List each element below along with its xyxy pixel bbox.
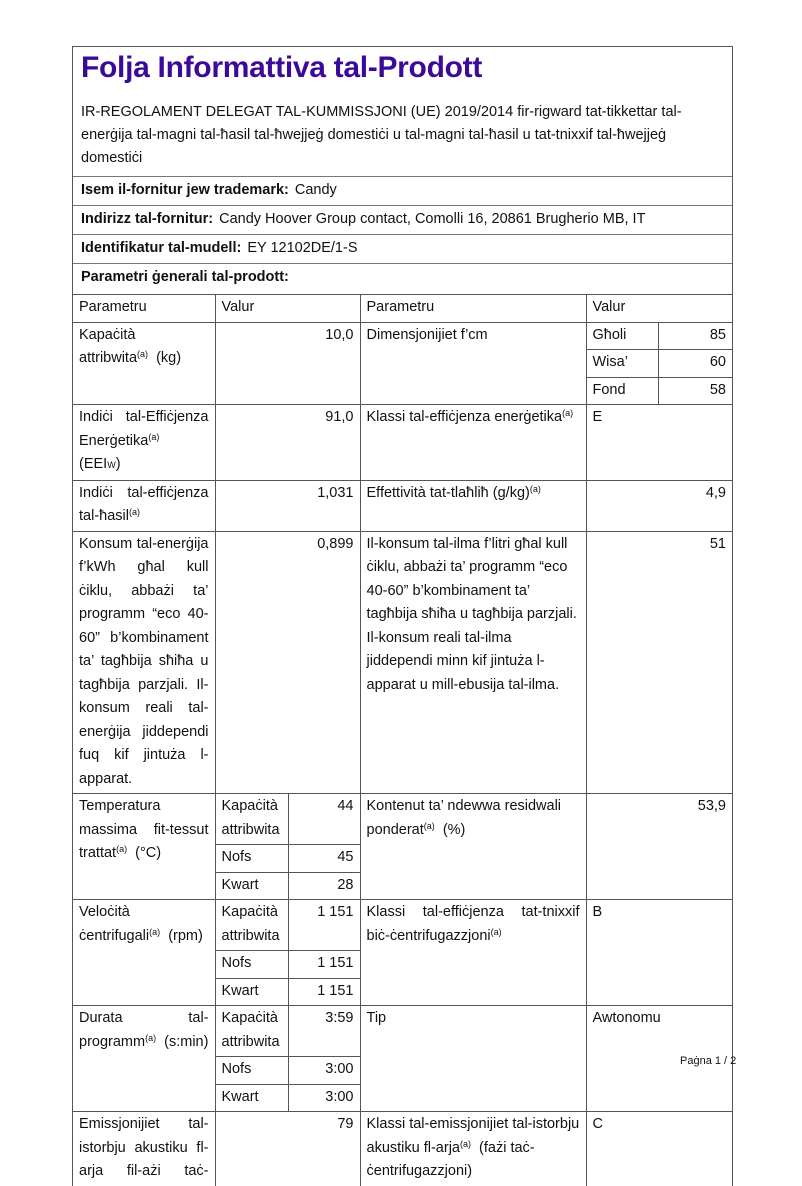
header-param: Parametru (359, 295, 587, 323)
general-heading: Parametri ġenerali tal-prodott: (73, 264, 732, 295)
table-row: Nofs 1 151 (73, 950, 732, 979)
energy-class-label: Klassi tal-effiċjenza enerġetika(a) (359, 404, 587, 481)
water-consumption-value: 51 (585, 530, 732, 794)
supplier-line: Isem il-fornitur jew trademark: Candy (73, 177, 732, 206)
spin-class-value: B (585, 899, 732, 1006)
model-line: Identifikatur tal-mudell: EY 12102DE/1-S (73, 235, 732, 264)
duration-key: Kapaċità attribwita (214, 1005, 289, 1057)
spin-class-label: Klassi tal-effiċjenza tat-tnixxif biċ-ċe… (359, 899, 587, 1006)
address-line: Indirizz tal-fornitur: Candy Hoover Group… (73, 206, 732, 235)
dim-key: Wisa’ (586, 349, 659, 378)
water-consumption-label: Il-konsum tal-ilma f’litri għal kull ċik… (359, 530, 587, 794)
table-row: Emissjonijiet tal-istorbju akustiku fl-a… (73, 1111, 732, 1186)
capacity-label: Kapaċità attribwita(a) (kg) (73, 321, 216, 405)
table-header: Parametru Valur Parametru Valur (73, 295, 732, 323)
regulation-subtitle: IR-REGOLAMENT DELEGAT TAL-KUMMISSJONI (U… (73, 95, 732, 177)
supplier-value: Candy (294, 182, 337, 198)
model-value: EY 12102DE/1-S (247, 240, 358, 256)
duration-value: 3:00 (287, 1056, 360, 1085)
address-value: Candy Hoover Group contact, Comolli 16, … (219, 211, 646, 227)
temp-key: Nofs (215, 844, 289, 873)
noise-class-label: Klassi tal-emissjonijiet tal-istorbju ak… (359, 1111, 587, 1186)
eei-label: Indiċi tal-Effiċjenza Enerġetika(a) (EEI… (73, 404, 216, 481)
temperature-label: Temperatura massima fit-tessut trattat(a… (73, 793, 216, 900)
header-value: Valur (214, 295, 361, 323)
noise-class-value: C (585, 1111, 732, 1186)
spin-key: Kwart (215, 977, 289, 1006)
table-row: Wisa’ 60 (73, 349, 732, 378)
page-title: Folja Informattiva tal-Prodott (81, 51, 483, 84)
table-row: Kwart 3:00 (73, 1083, 732, 1112)
dim-key: Għoli (585, 321, 659, 350)
temp-value: 45 (287, 844, 360, 873)
header-value: Valur (585, 295, 732, 323)
table-row: Kapaċità attribwita(a) (kg) 10,0 Dimensj… (73, 321, 732, 405)
table-row: Nofs 3:00 (73, 1056, 732, 1085)
dim-value: 60 (657, 349, 732, 378)
address-label: Indirizz tal-fornitur: (81, 211, 214, 227)
supplier-label: Isem il-fornitur jew trademark: (81, 182, 289, 198)
spin-key: Kapaċità attribwita (214, 899, 289, 951)
dim-value: 85 (657, 321, 732, 350)
type-value: Awtonomu (585, 1005, 732, 1112)
dim-key: Fond (586, 376, 659, 405)
washing-index-label: Indiċi tal-effiċjenza tal-ħasil(a) (73, 479, 216, 532)
table-row: Indiċi tal-Effiċjenza Enerġetika(a) (EEI… (73, 404, 732, 481)
noise-value: 79 (214, 1111, 361, 1186)
model-label: Identifikatur tal-mudell: (81, 240, 242, 256)
spin-speed-label: Veloċità ċentrifugali(a) (rpm) (73, 899, 216, 1006)
washing-index-value: 1,031 (214, 479, 361, 532)
eei-value: 91,0 (214, 404, 361, 481)
temp-key: Kapaċità attribwita (214, 793, 289, 845)
moisture-value: 53,9 (585, 793, 732, 900)
rinsing-value: 4,9 (585, 479, 732, 532)
noise-label: Emissjonijiet tal-istorbju akustiku fl-a… (73, 1111, 216, 1186)
header-param: Parametru (73, 295, 216, 323)
spin-value: 1 151 (287, 899, 361, 951)
moisture-label: Kontenut ta’ ndewwa residwali ponderat(a… (359, 793, 587, 900)
rinsing-label: Effettività tat-tlaħliħ (g/kg)(a) (359, 479, 587, 532)
table-row: Kwart 1 151 (73, 977, 732, 1006)
duration-value: 3:59 (287, 1005, 361, 1057)
energy-consumption-label: Konsum tal-enerġija f’kWh għal kull ċikl… (73, 530, 216, 794)
duration-value: 3:00 (287, 1083, 360, 1112)
duration-key: Kwart (215, 1083, 289, 1112)
table-row: Temperatura massima fit-tessut trattat(a… (73, 793, 732, 900)
duration-key: Nofs (215, 1056, 289, 1085)
temp-key: Kwart (215, 871, 289, 900)
page-number: Paġna 1 / 2 (680, 1055, 737, 1067)
parameters-table: Parametru Valur Parametru Valur Kapaċità… (73, 295, 732, 1186)
table-row: Kwart 28 (73, 871, 732, 900)
duration-label: Durata tal-programm(a) (s:min) (73, 1005, 216, 1112)
spin-value: 1 151 (287, 977, 360, 1006)
table-row: Durata tal-programm(a) (s:min) Kapaċità … (73, 1005, 732, 1112)
dimensions-label: Dimensjonijiet f’cm (359, 321, 587, 405)
spin-value: 1 151 (287, 950, 360, 979)
type-label: Tip (359, 1005, 587, 1112)
table-row: Konsum tal-enerġija f’kWh għal kull ċikl… (73, 530, 732, 794)
capacity-value: 10,0 (214, 321, 361, 405)
temp-value: 44 (287, 793, 361, 845)
dim-value: 58 (657, 376, 732, 405)
energy-class-value: E (585, 404, 732, 481)
temp-value: 28 (287, 871, 360, 900)
energy-consumption-value: 0,899 (214, 530, 361, 794)
info-sheet: Folja Informattiva tal-Prodott IR-REGOLA… (72, 46, 733, 1186)
table-row: Indiċi tal-effiċjenza tal-ħasil(a) 1,031… (73, 479, 732, 532)
table-row: Veloċità ċentrifugali(a) (rpm) Kapaċità … (73, 899, 732, 1006)
spin-key: Nofs (215, 950, 289, 979)
